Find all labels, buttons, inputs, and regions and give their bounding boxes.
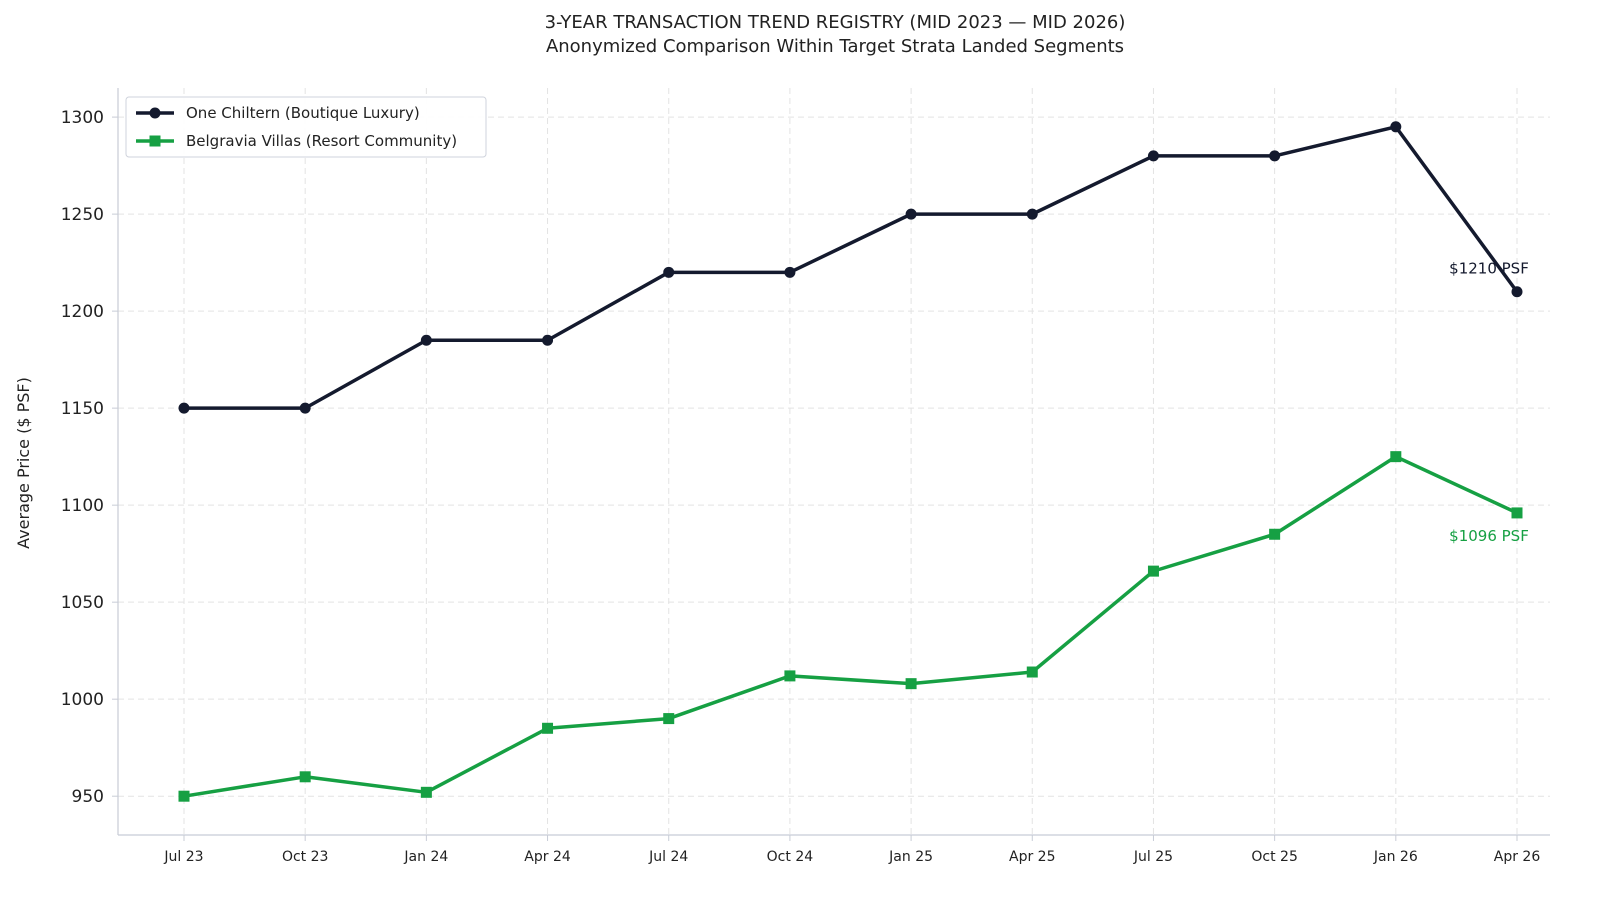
y-axis-label: Average Price ($ PSF) (14, 377, 33, 549)
data-point (1026, 208, 1038, 220)
data-point (178, 402, 190, 414)
data-point (905, 678, 917, 690)
legend-swatch-marker (149, 135, 161, 147)
legend: One Chiltern (Boutique Luxury) Belgravia … (125, 96, 487, 158)
data-point (1269, 150, 1281, 162)
x-tick-label: Apr 24 (524, 849, 571, 865)
data-point (1511, 507, 1523, 519)
series-line (182, 454, 1519, 798)
data-point (1511, 286, 1523, 298)
legend-box (125, 96, 487, 158)
data-point (663, 713, 675, 725)
y-tick-label: 1200 (61, 302, 104, 322)
data-point (1026, 666, 1038, 678)
tick-labels: 950 1000 1050 1100 1150 1200 1250 1300 Jul 23 Oct… (61, 108, 1541, 865)
data-point (1269, 528, 1281, 540)
legend-label: Belgravia Villas (Resort Community) (186, 132, 457, 150)
data-point (178, 790, 190, 802)
x-tick-label: Jul 23 (163, 849, 203, 865)
data-point (542, 722, 554, 734)
y-tick-label: 1100 (61, 496, 104, 516)
chart-title: 3-YEAR TRANSACTION TREND REGISTRY (MID 2… (545, 12, 1126, 33)
x-tick-label: Jan 24 (403, 849, 448, 865)
y-tick-label: 950 (72, 787, 104, 807)
series-group (178, 121, 1523, 802)
series-1 (178, 121, 1523, 414)
y-tick-label: 1300 (61, 108, 104, 128)
chart-subtitle: Anonymized Comparison Within Target Stra… (546, 36, 1124, 57)
data-point (299, 771, 311, 783)
data-point (784, 266, 796, 278)
axes (112, 88, 1550, 841)
legend-label: One Chiltern (Boutique Luxury) (186, 104, 420, 122)
y-tick-label: 1150 (61, 399, 104, 419)
data-point (1147, 565, 1159, 577)
x-tick-label: Oct 25 (1251, 849, 1297, 865)
data-point (420, 786, 432, 798)
x-tick-label: Jan 25 (888, 849, 933, 865)
end-value-annotation: $1210 PSF (1449, 260, 1529, 278)
x-tick-label: Apr 25 (1009, 849, 1055, 865)
data-point (420, 334, 432, 346)
y-tick-label: 1250 (61, 205, 104, 225)
x-tick-label: Oct 23 (282, 849, 328, 865)
series-2 (178, 451, 1523, 802)
x-tick-label: Jul 25 (1133, 849, 1173, 865)
data-point (1390, 451, 1402, 463)
x-tick-label: Apr 26 (1494, 849, 1541, 865)
data-point (784, 670, 796, 682)
y-tick-label: 1000 (61, 690, 104, 710)
data-point (542, 334, 554, 346)
data-point (1147, 150, 1159, 162)
annotations: $1210 PSF $1096 PSF (1449, 260, 1529, 545)
data-point (299, 402, 311, 414)
legend-item: Belgravia Villas (Resort Community) (136, 132, 457, 150)
end-value-annotation: $1096 PSF (1449, 527, 1529, 545)
x-tick-label: Jan 26 (1373, 849, 1418, 865)
data-point (1390, 121, 1402, 133)
data-point (905, 208, 917, 220)
legend-item: One Chiltern (Boutique Luxury) (136, 104, 420, 122)
series-line (182, 125, 1519, 410)
x-tick-label: Oct 24 (767, 849, 814, 865)
grid (118, 88, 1550, 835)
data-point (663, 266, 675, 278)
legend-swatch-marker (149, 107, 161, 119)
x-tick-label: Jul 24 (648, 849, 688, 865)
y-tick-label: 1050 (61, 593, 104, 613)
